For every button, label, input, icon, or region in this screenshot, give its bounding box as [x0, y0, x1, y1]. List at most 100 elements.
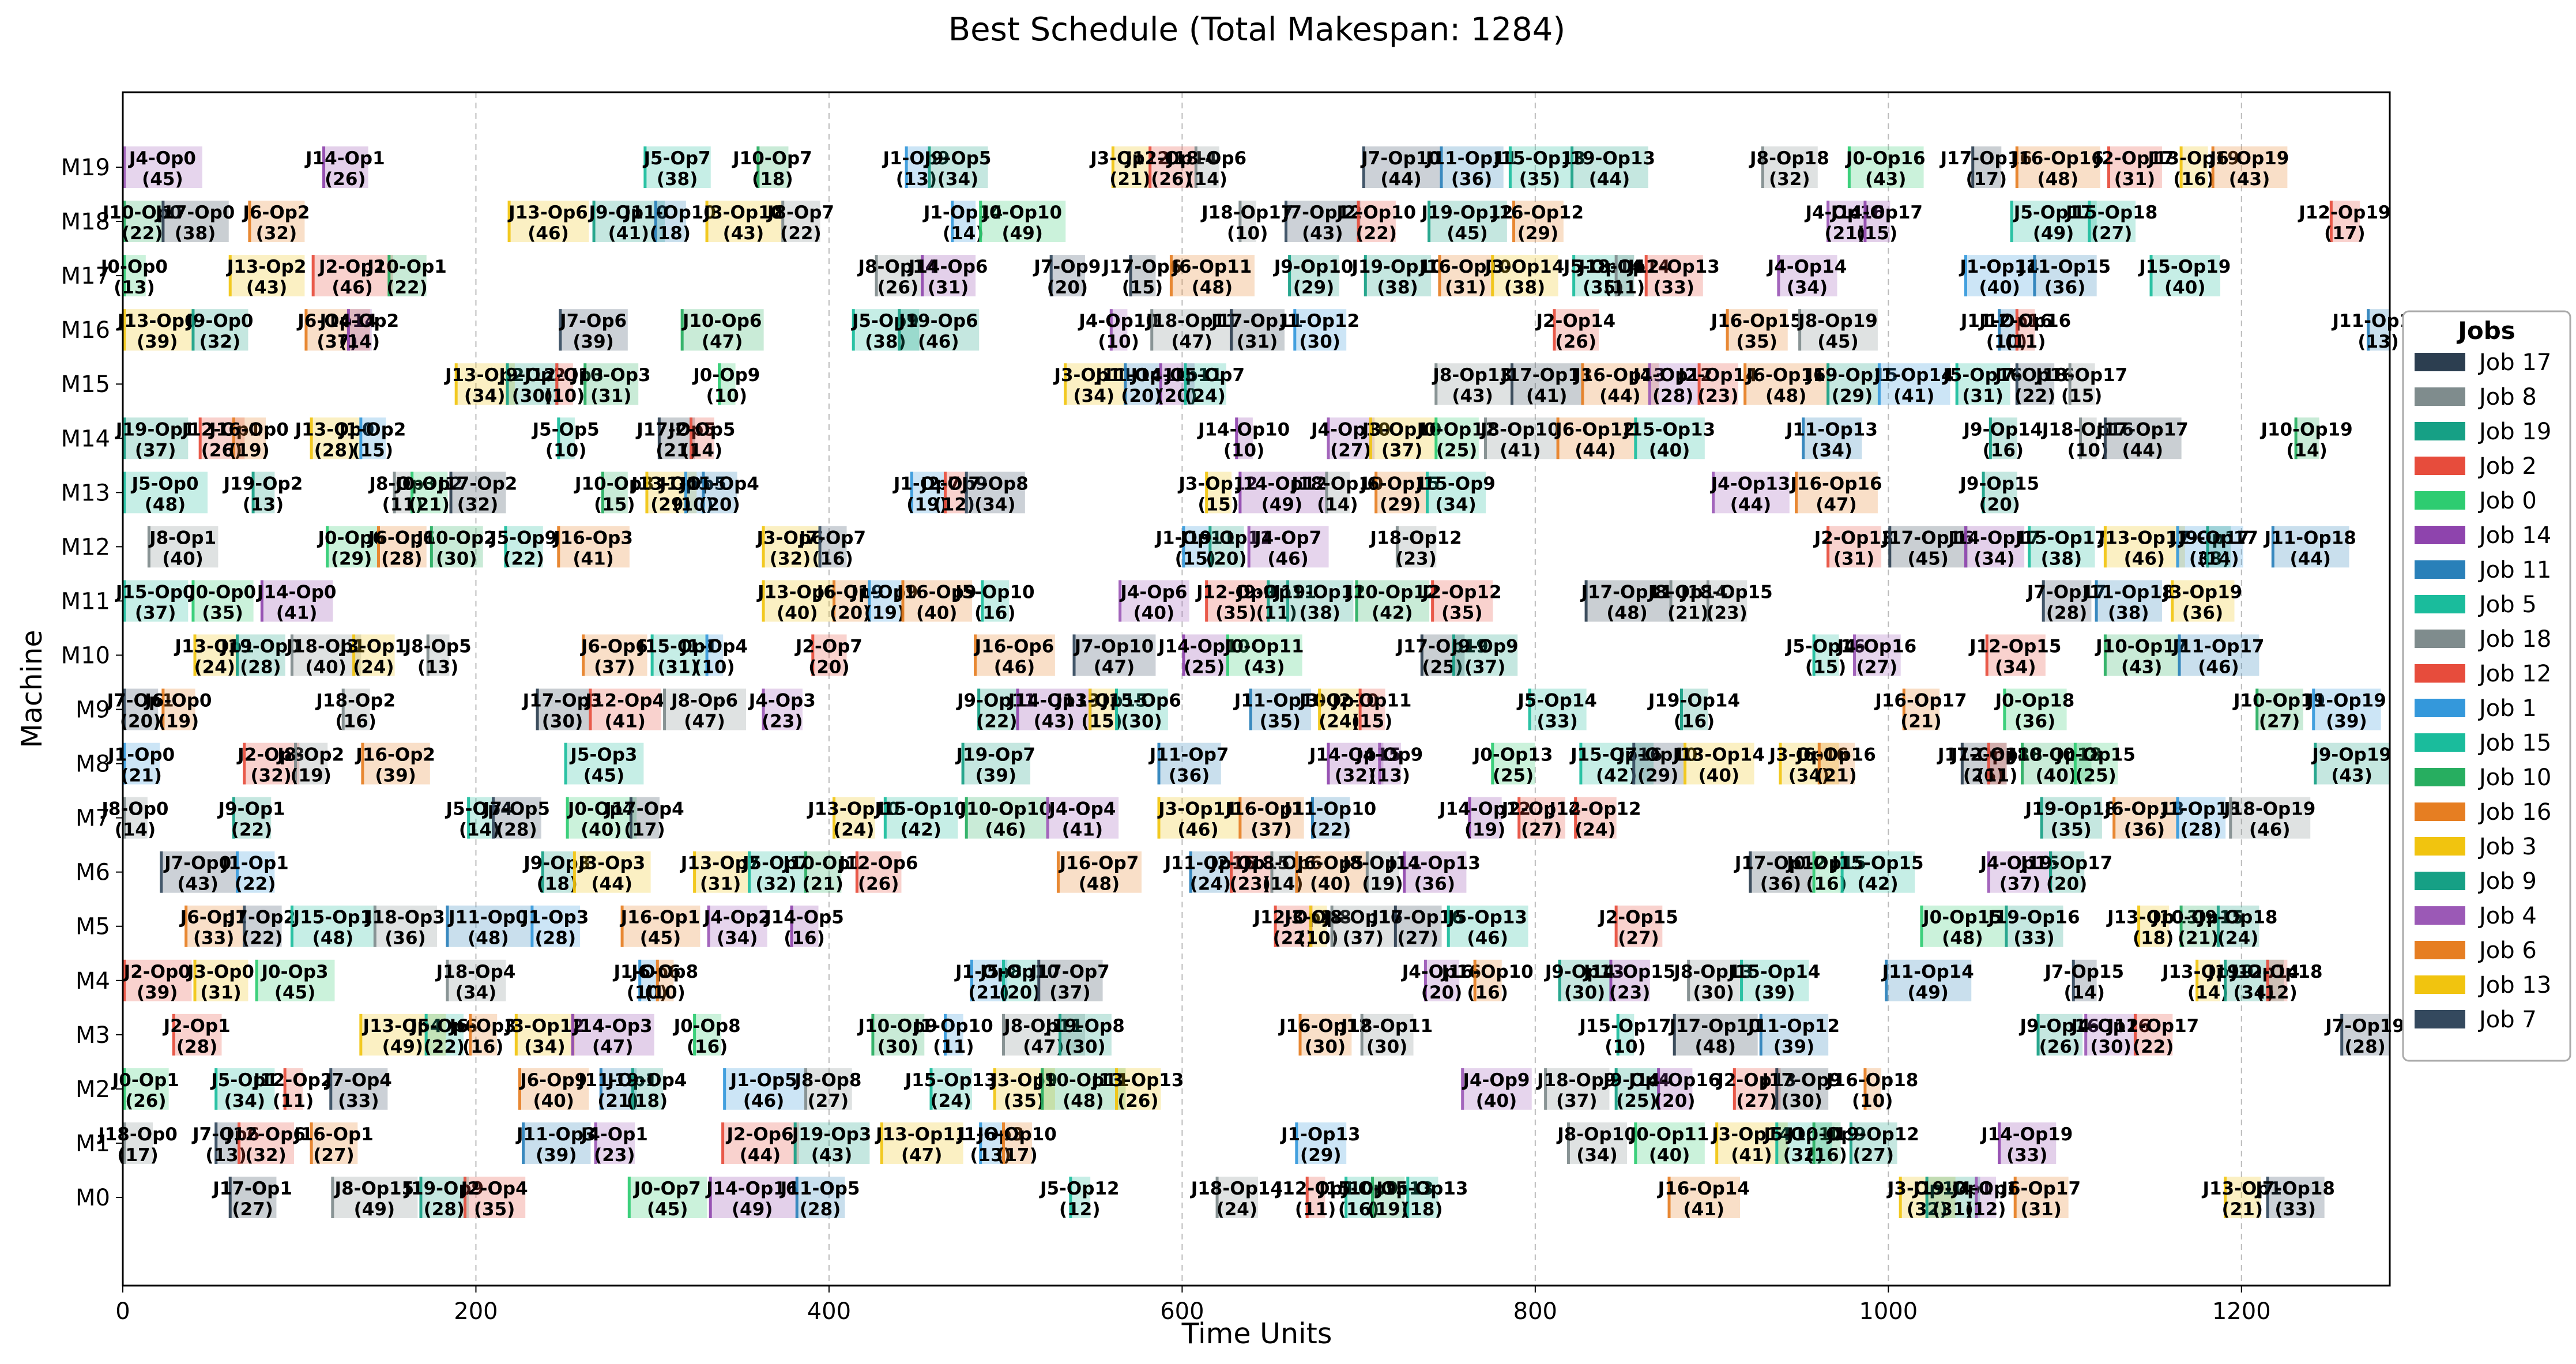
operation-bar-fill: [1634, 417, 1705, 459]
operation-duration: (27): [2259, 711, 2300, 732]
y-tick-label: M6: [76, 860, 110, 886]
operation-bar-fill: [123, 797, 148, 839]
operation-bar-fill: [875, 255, 921, 297]
operation-label: J16-Op15: [1710, 311, 1803, 331]
operation-bar: J4-Op15(37): [1979, 851, 2059, 895]
operation-bar: J10-Op19(27): [2232, 688, 2325, 732]
operation-bar: J11-Op12(39): [1747, 1013, 1840, 1057]
operation-bar-edge: [833, 580, 836, 622]
operation-label: J12-Op16: [1978, 311, 2071, 331]
operation-bar-fill: [559, 309, 628, 351]
operation-bar-edge: [304, 309, 308, 351]
operation-duration: (41): [1893, 386, 1934, 406]
operation-duration: (11): [1604, 277, 1645, 298]
operation-bar: J7-Op12(43): [1282, 201, 1362, 244]
operation-bar-fill: [2005, 905, 2063, 947]
operation-bar-fill: [1759, 1013, 1829, 1056]
y-tick-label: M11: [61, 588, 110, 615]
operation-bar: J8-Op15(49): [331, 1177, 418, 1220]
operation-duration: (23): [762, 711, 803, 732]
operation-duration: (37): [1049, 982, 1090, 1003]
operation-duration: (28): [424, 1199, 465, 1220]
operation-duration: (37): [1251, 820, 1291, 841]
operation-bar-edge: [522, 1122, 525, 1164]
operation-duration: (44): [740, 1145, 781, 1166]
operation-bar: J1-Op19(39): [2306, 688, 2386, 732]
legend-swatch: [2415, 941, 2465, 959]
operation-bar: J3-Op16(34): [1768, 743, 1848, 786]
operation-bar: J4-Op9(13): [1355, 743, 1423, 786]
operation-bar-edge: [2079, 417, 2082, 459]
operation-bar-edge: [430, 526, 433, 568]
operation-bar: J4-Op13(44): [1710, 472, 1790, 515]
operation-label: J19-Op12: [1420, 202, 1513, 223]
operation-bar-edge: [1885, 959, 1888, 1001]
operation-label: J6-Op9: [519, 1070, 587, 1091]
operation-bar: J1-Op10(11): [913, 1013, 993, 1057]
operation-label: J6-Op6: [367, 527, 435, 548]
operation-bar-edge: [2095, 580, 2098, 622]
operation-bar-edge: [2133, 1013, 2137, 1056]
operation-label: J1-Op4: [680, 636, 748, 657]
operation-bar-fill: [376, 526, 427, 568]
operation-bar-edge: [283, 1068, 287, 1110]
operation-duration: (39): [536, 1145, 577, 1166]
operation-label: J10-Op18: [2009, 745, 2102, 766]
operation-label: J6-Op11: [1172, 257, 1252, 277]
operation-duration: (20): [808, 657, 849, 677]
operation-label: J8-Op7: [766, 202, 834, 223]
operation-label: J19-Op15: [1805, 365, 1898, 386]
operation-duration: (49): [354, 1199, 395, 1220]
operation-bar-edge: [1357, 201, 1360, 243]
operation-bar-fill: [1826, 201, 1864, 243]
operation-bar-fill: [2367, 309, 2390, 351]
operation-bar-fill: [555, 363, 573, 405]
x-tick-label: 0: [115, 1298, 130, 1325]
operation-duration: (21): [1667, 602, 1708, 623]
operation-duration: (33): [1536, 711, 1577, 732]
operation-bar-fill: [1205, 472, 1232, 514]
operation-duration: (15): [1351, 711, 1392, 732]
operation-duration: (31): [700, 874, 741, 895]
operation-label: J12-Op3: [524, 365, 604, 386]
operation-bar: J7-Op2(22): [228, 905, 296, 949]
operation-duration: (41): [1500, 440, 1541, 461]
operation-label: J5-Op7: [741, 853, 809, 874]
operation-bar: J4-Op9(40): [1461, 1068, 1532, 1111]
operation-bar-fill: [2229, 797, 2311, 839]
operation-bar-fill: [943, 472, 965, 514]
operation-duration: (22): [976, 711, 1017, 732]
operation-bar: J16-Op15(35): [1710, 309, 1803, 352]
operation-bar: J17-Op13(41): [1500, 363, 1592, 406]
operation-label: J0-Op16: [1845, 148, 1926, 169]
operation-bar-edge: [1899, 1177, 1902, 1218]
operation-label: J11-Op13: [1785, 419, 1878, 440]
operation-bar: J18-Op19(46): [2223, 797, 2315, 841]
operation-label: J11-Op16: [1960, 311, 2052, 331]
operation-label: J5-Op9: [489, 527, 557, 548]
operation-bar: J12-Op17(22): [2106, 1013, 2199, 1057]
operation-bar-fill: [2171, 580, 2235, 622]
operation-label: J11-Op11: [1094, 365, 1187, 386]
operation-duration: (40): [581, 820, 622, 841]
operation-bar-edge: [446, 905, 449, 947]
operation-bar: J17-Op17(44): [2096, 417, 2189, 461]
operation-label: J8-Op10: [1479, 419, 1560, 440]
operation-bar-fill: [1115, 688, 1168, 730]
operation-bar: J0-Op13(25): [1472, 743, 1553, 786]
operation-bar-edge: [1581, 363, 1584, 405]
operation-bar-fill: [290, 634, 361, 676]
operation-label: J4-Op4: [1048, 799, 1116, 820]
operation-bar: J18-Op12(23): [1369, 526, 1462, 569]
operation-duration: (30): [878, 1037, 918, 1057]
operation-bar: J16-Op0(19): [208, 417, 289, 461]
operation-label: J2-Op2: [318, 257, 386, 277]
operation-bar-edge: [238, 1122, 241, 1164]
operation-duration: (35): [1004, 1091, 1045, 1111]
operation-label: J12-Op4: [584, 691, 665, 711]
operation-bar: J4-Op12(28): [1632, 363, 1713, 406]
operation-duration: (16): [784, 928, 824, 949]
operation-bar: J1-Op3(13): [956, 1122, 1024, 1166]
operation-bar-fill: [1473, 959, 1502, 1001]
